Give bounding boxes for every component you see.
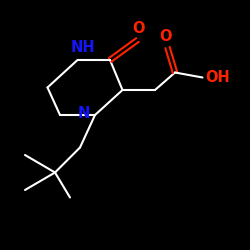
Text: OH: OH (206, 70, 230, 85)
Text: NH: NH (70, 40, 95, 54)
Text: N: N (78, 106, 90, 121)
Text: O: O (159, 29, 171, 44)
Text: O: O (132, 21, 145, 36)
